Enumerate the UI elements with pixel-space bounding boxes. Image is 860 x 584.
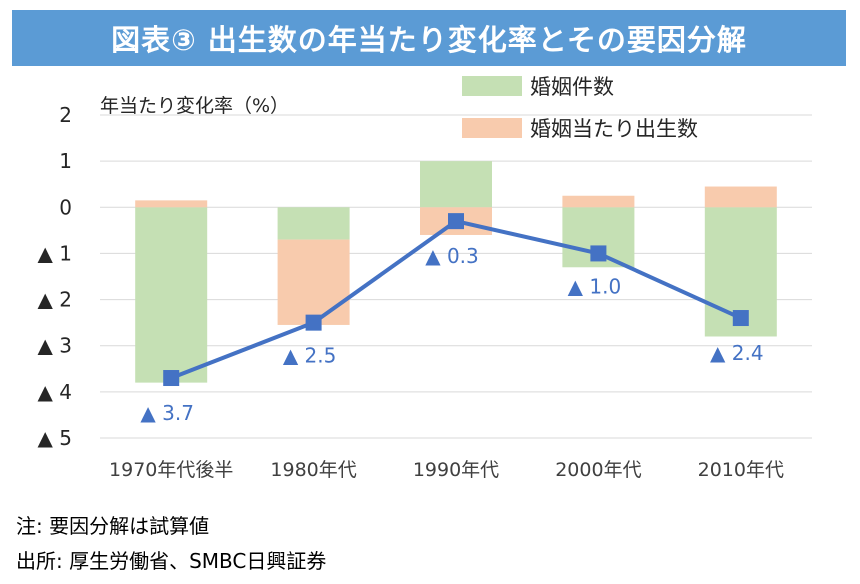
bar-per-marriage xyxy=(562,195,635,208)
x-tick-label: 1980年代 xyxy=(270,459,356,481)
bar-per-marriage xyxy=(704,186,777,208)
y-axis-label: 年当たり変化率（%） xyxy=(100,95,289,117)
legend-label-per-marriage: 婚姻当たり出生数 xyxy=(530,117,698,141)
bar-marriages xyxy=(277,207,350,240)
legend-swatch-marriages xyxy=(462,76,522,96)
line-marker xyxy=(732,310,749,327)
data-label: ▲ 2.4 xyxy=(710,341,764,365)
data-label: ▲ 3.7 xyxy=(140,401,194,425)
y-tick-label: ▲ 4 xyxy=(38,380,72,404)
data-label: ▲ 1.0 xyxy=(568,274,622,298)
bars xyxy=(135,161,777,383)
x-tick-label: 1970年代後半 xyxy=(109,459,233,481)
y-tick-label: ▲ 3 xyxy=(38,334,72,358)
y-tick-label: ▲ 5 xyxy=(38,426,72,450)
x-tick-label: 2010年代 xyxy=(698,459,784,481)
legend: 婚姻件数 婚姻当たり出生数 xyxy=(462,75,698,141)
x-tick-label: 2000年代 xyxy=(555,459,641,481)
line-series xyxy=(163,213,749,387)
line-marker xyxy=(305,314,322,331)
y-tick-label: ▲ 2 xyxy=(38,288,72,312)
line-marker xyxy=(448,213,464,230)
line-marker xyxy=(590,245,607,262)
bar-per-marriage xyxy=(277,239,350,325)
data-label: ▲ 2.5 xyxy=(283,344,337,368)
note-text: 注: 要因分解は試算値 xyxy=(16,514,210,538)
source-text: 出所: 厚生労働省、SMBC日興証券 xyxy=(16,549,327,573)
chart-title: 図表③ 出生数の年当たり変化率とその要因分解 xyxy=(12,10,846,66)
line-marker xyxy=(163,370,180,387)
x-tick-label: 1990年代 xyxy=(413,459,499,481)
bar-marriages xyxy=(420,161,492,208)
bar-marriages xyxy=(135,207,208,383)
y-tick-label: 0 xyxy=(59,195,72,219)
labels: 2 1 0 ▲ 1 ▲ 2 ▲ 3 ▲ 4 ▲ 5 ▲ 3.7 ▲ 2.5 ▲ 0.3 ▲ 1.0 ▲ … xyxy=(38,103,784,481)
bar-per-marriage xyxy=(135,200,208,208)
legend-swatch-per-marriage xyxy=(462,118,522,138)
data-label: ▲ 0.3 xyxy=(425,244,479,268)
y-tick-label: ▲ 1 xyxy=(38,241,72,265)
y-tick-label: 1 xyxy=(59,149,72,173)
legend-label-marriages: 婚姻件数 xyxy=(530,75,614,99)
y-tick-label: 2 xyxy=(59,103,72,127)
